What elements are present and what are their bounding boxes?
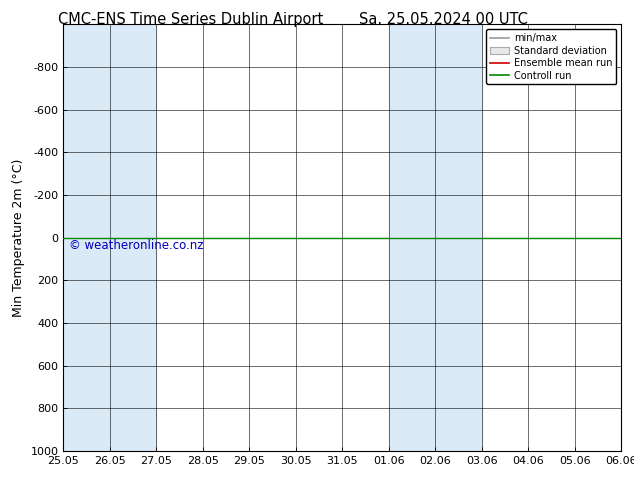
Text: Sa. 25.05.2024 00 UTC: Sa. 25.05.2024 00 UTC [359, 12, 528, 27]
Text: © weatheronline.co.nz: © weatheronline.co.nz [69, 239, 204, 252]
Bar [63, 24, 110, 451]
Bar [389, 24, 436, 451]
Legend: min/max, Standard deviation, Ensemble mean run, Controll run: min/max, Standard deviation, Ensemble me… [486, 29, 616, 84]
Bar [436, 24, 482, 451]
Bar [110, 24, 157, 451]
Text: CMC-ENS Time Series Dublin Airport: CMC-ENS Time Series Dublin Airport [58, 12, 323, 27]
Y-axis label: Min Temperature 2m (°C): Min Temperature 2m (°C) [12, 158, 25, 317]
